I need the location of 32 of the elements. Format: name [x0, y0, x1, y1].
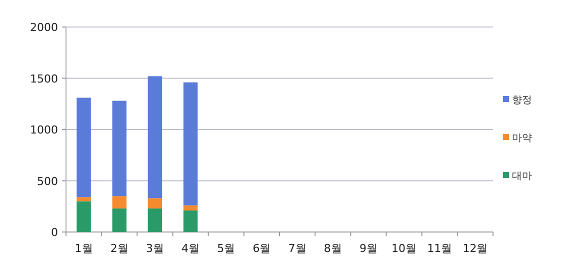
- y-tick-label: 1500: [30, 72, 58, 86]
- x-tick-label: 3월: [146, 242, 164, 255]
- y-tick-label: 500: [37, 174, 58, 188]
- legend-label: 향정: [512, 95, 532, 106]
- bar: [183, 210, 198, 232]
- x-tick-label: 11월: [427, 242, 452, 255]
- bar: [183, 205, 198, 210]
- bar: [148, 208, 162, 232]
- bar: [112, 196, 126, 208]
- x-tick-label: 2월: [110, 242, 128, 255]
- bar: [148, 76, 162, 198]
- y-tick-label: 1000: [30, 124, 58, 136]
- bar: [76, 197, 91, 202]
- x-tick-label: 9월: [359, 242, 378, 255]
- y-tick-label: 0: [51, 226, 58, 239]
- x-tick-label: 10월: [392, 242, 417, 255]
- bar: [76, 201, 91, 232]
- bar: [76, 98, 91, 198]
- x-tick-label: 8월: [324, 242, 342, 255]
- x-tick-label: 6월: [252, 242, 271, 255]
- x-tick-label: 4월: [182, 242, 200, 255]
- bar: [112, 208, 126, 232]
- legend-label: 마약: [512, 133, 532, 144]
- y-tick-label: 2000: [30, 21, 58, 34]
- x-tick-label: 1월: [74, 242, 93, 255]
- x-tick-label: 7월: [288, 242, 306, 255]
- bar: [148, 198, 162, 208]
- legend-label: 대마: [512, 171, 532, 182]
- bar: [183, 82, 198, 206]
- x-tick-label: 12월: [462, 242, 488, 255]
- x-tick-label: 5월: [217, 242, 236, 255]
- bar: [112, 100, 126, 196]
